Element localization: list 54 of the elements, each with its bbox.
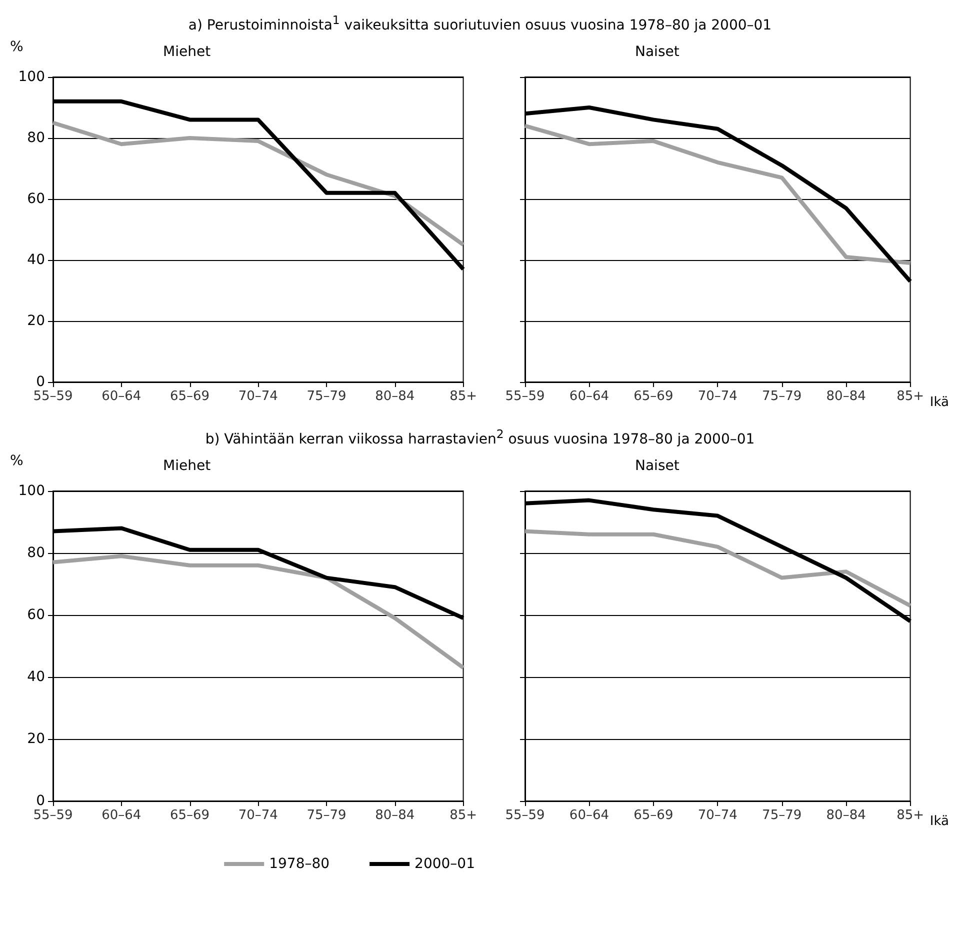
x-tick-label: 70–74 [238,389,278,404]
y-tick-label: 40 [27,252,45,268]
x-tick-label: 55–59 [33,389,73,404]
y-axis-title: % [10,39,24,55]
x-tick-label: 75–79 [762,808,802,823]
x-tick-label: 55–59 [33,808,73,823]
x-tick-label: 85+ [450,389,477,404]
x-tick-label: 55–59 [505,808,545,823]
line-series [51,554,466,670]
x-tick-label: 70–74 [238,808,278,823]
x-tick-label: 80–84 [375,389,415,404]
y-tick-label: 100 [18,483,45,499]
y-tick-label: 20 [27,731,45,747]
y-tick-label: 80 [27,545,45,561]
y-tick-label: 0 [36,374,45,390]
x-tick-label: 80–84 [826,808,866,823]
x-tick-label: 75–79 [762,389,802,404]
y-tick-label: 80 [27,130,45,146]
y-axis-title: % [10,453,24,469]
x-tick-label: 60–64 [102,389,142,404]
chart-subtitle: Naiset [635,458,680,474]
legend-label: 2000–01 [414,856,476,872]
x-tick-label: 70–74 [698,808,738,823]
x-tick-label: 75–79 [306,808,346,823]
x-tick-label: 80–84 [826,389,866,404]
x-axis-title: Ikä [930,814,950,829]
y-tick-label: 60 [27,607,45,623]
x-tick-label: 65–69 [170,389,210,404]
y-tick-label: 40 [27,669,45,685]
x-tick-label: 85+ [896,808,924,823]
x-tick-label: 70–74 [698,389,738,404]
x-tick-label: 65–69 [634,808,674,823]
y-tick-label: 20 [27,313,45,329]
x-tick-label: 80–84 [375,808,415,823]
x-tick-label: 60–64 [569,808,610,823]
x-tick-label: 60–64 [102,808,142,823]
chart-subtitle: Miehet [163,44,212,60]
chart-subtitle: Miehet [163,458,212,474]
legend-label: 1978–80 [269,856,330,872]
y-tick-label: 0 [36,793,45,809]
chart-subtitle: Naiset [635,44,680,60]
x-tick-label: 60–64 [569,389,610,404]
y-tick-label: 100 [18,69,45,85]
chart-title: a) Perustoiminnoista$^{1}$ vaikeuksitta suoriutuvien osuus vuosina 1978–80 ja 2000–01 [187,12,773,34]
x-tick-label: 65–69 [170,808,210,823]
x-tick-label: 85+ [450,808,477,823]
line-series [51,120,466,247]
y-tick-label: 60 [27,191,45,207]
x-tick-label: 85+ [896,389,924,404]
chart-title: b) Vähintään kerran viikossa harrastavien$^{2}$ osuus vuosina 1978–80 ja 2000–01 [204,426,756,448]
x-tick-label: 75–79 [306,389,346,404]
x-tick-label: 55–59 [505,389,545,404]
x-axis-title: Ikä [930,395,950,410]
x-tick-label: 65–69 [634,389,674,404]
